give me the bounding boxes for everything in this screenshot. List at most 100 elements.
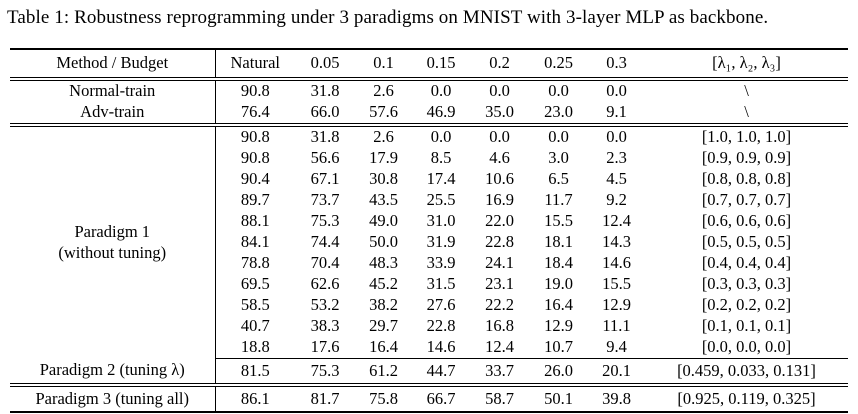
table-row-paradigm1: 58.5 53.2 38.2 27.6 22.2 16.4 12.9 [0.2,…: [10, 295, 848, 316]
value-cell: 16.4: [544, 295, 573, 315]
value-cell: 29.7: [369, 316, 398, 336]
column-header-method-budget: Method / Budget: [10, 49, 216, 81]
value-cell: 57.6: [355, 102, 412, 127]
lambda-cell: [0.9, 0.9, 0.9]: [701, 148, 792, 168]
value-cell: 70.4: [310, 253, 340, 273]
value-cell: 56.6: [310, 148, 340, 168]
value-cell: 31.8: [310, 127, 340, 147]
lambda-cell: \: [645, 102, 848, 127]
value-cell: 10.7: [529, 337, 588, 359]
value-cell: 9.4: [588, 337, 645, 359]
value-cell: 23.0: [529, 102, 588, 127]
value-cell: 88.1: [240, 211, 270, 231]
column-header-budget-025: 0.25: [529, 49, 588, 81]
value-cell: 23.1: [485, 274, 514, 294]
value-cell: 25.5: [426, 190, 456, 210]
value-cell: 17.4: [426, 169, 456, 189]
lambda-cell: [0.2, 0.2, 0.2]: [701, 295, 792, 315]
value-cell: 18.1: [544, 232, 573, 252]
lambda-cell: [0.0, 0.0, 0.0]: [645, 337, 848, 359]
value-cell: 12.4: [470, 337, 529, 359]
value-cell: 0.0: [430, 127, 452, 147]
lambda-cell: [0.1, 0.1, 0.1]: [701, 316, 792, 336]
value-cell: 73.7: [310, 190, 340, 210]
value-cell: 26.0: [529, 358, 588, 387]
value-cell: 22.2: [485, 295, 514, 315]
lambda-cell: [0.5, 0.5, 0.5]: [701, 232, 792, 252]
column-header-budget-01: 0.1: [355, 49, 412, 81]
value-cell: 61.2: [355, 358, 412, 387]
column-header-budget-02: 0.2: [470, 49, 529, 81]
lambda-cell: [0.925, 0.119, 0.325]: [677, 388, 816, 408]
value-cell: 39.8: [602, 388, 631, 408]
value-cell: 90.8: [240, 81, 270, 101]
table-row-normal-train: Normal-train 90.8 31.8 2.6 0.0 0.0 0.0 0…: [10, 79, 848, 102]
value-cell: 3.0: [548, 148, 569, 168]
value-cell: 31.5: [426, 274, 456, 294]
column-header-lambdas: [λ₁, λ₂, λ₃]: [645, 49, 848, 81]
value-cell: 43.5: [369, 190, 398, 210]
value-cell: 31.9: [426, 232, 456, 252]
table-row-paradigm1: 90.8 56.6 17.9 8.5 4.6 3.0 2.3 [0.9, 0.9…: [10, 148, 848, 169]
paradigm1-label: Paradigm 1: [74, 222, 151, 242]
lambda-cell: [0.6, 0.6, 0.6]: [701, 211, 792, 231]
value-cell: 2.6: [373, 127, 394, 147]
value-cell: 14.6: [602, 253, 631, 273]
value-cell: 9.2: [606, 190, 627, 210]
value-cell: 4.6: [489, 148, 510, 168]
value-cell: 0.0: [606, 81, 627, 101]
lambda-cell: [0.459, 0.033, 0.131]: [645, 358, 848, 387]
table-row-paradigm1: 69.5 62.6 45.2 31.5 23.1 19.0 15.5 [0.3,…: [10, 274, 848, 295]
value-cell: 74.4: [310, 232, 340, 252]
value-cell: 11.7: [544, 190, 573, 210]
table-row-paradigm1: 89.7 73.7 43.5 25.5 16.9 11.7 9.2 [0.7, …: [10, 190, 848, 211]
value-cell: 53.2: [310, 295, 340, 315]
value-cell: 0.0: [548, 81, 569, 101]
value-cell: 38.2: [369, 295, 398, 315]
value-cell: 24.1: [485, 253, 514, 273]
method-cell-paradigm1: Paradigm 1 (without tuning): [10, 125, 216, 359]
value-cell: 22.8: [485, 232, 514, 252]
value-cell: 84.1: [240, 232, 270, 252]
value-cell: 0.0: [489, 81, 510, 101]
value-cell: 15.5: [602, 274, 631, 294]
value-cell: 0.0: [548, 127, 569, 147]
lambda-cell: [0.3, 0.3, 0.3]: [701, 274, 792, 294]
method-cell: Normal-train: [10, 79, 216, 102]
table-row-paradigm1: 90.4 67.1 30.8 17.4 10.6 6.5 4.5 [0.8, 0…: [10, 169, 848, 190]
column-header-budget-015: 0.15: [412, 49, 470, 81]
value-cell: 66.7: [426, 388, 456, 408]
value-cell: 16.9: [485, 190, 514, 210]
table-row-paradigm1: 78.8 70.4 48.3 33.9 24.1 18.4 14.6 [0.4,…: [10, 253, 848, 274]
value-cell: 90.8: [240, 148, 270, 168]
lambda-cell: [0.8, 0.8, 0.8]: [701, 169, 792, 189]
value-cell: 30.8: [369, 169, 398, 189]
method-cell: Paradigm 2 (tuning λ): [10, 358, 216, 387]
value-cell: 40.7: [240, 316, 270, 336]
value-cell: 14.6: [412, 337, 470, 359]
value-cell: 31.0: [426, 211, 456, 231]
value-cell: 50.1: [544, 388, 573, 408]
value-cell: 35.0: [470, 102, 529, 127]
value-cell: 58.5: [240, 295, 270, 315]
value-cell: 16.8: [485, 316, 514, 336]
column-header-natural: Natural: [215, 49, 295, 81]
value-cell: 14.3: [602, 232, 631, 252]
value-cell: 12.4: [602, 211, 631, 231]
results-table: Method / Budget Natural 0.05 0.1 0.15 0.…: [10, 48, 848, 413]
value-cell: 0.0: [430, 81, 452, 101]
value-cell: 0.0: [489, 127, 510, 147]
value-cell: 90.4: [240, 169, 270, 189]
value-cell: 44.7: [412, 358, 470, 387]
header-row: Method / Budget Natural 0.05 0.1 0.15 0.…: [10, 49, 848, 81]
table-row-adv-train: Adv-train 76.4 66.0 57.6 46.9 35.0 23.0 …: [10, 102, 848, 127]
value-cell: 33.9: [426, 253, 456, 273]
value-cell: 58.7: [485, 388, 514, 408]
value-cell: 19.0: [544, 274, 573, 294]
value-cell: 17.9: [369, 148, 398, 168]
value-cell: 33.7: [470, 358, 529, 387]
value-cell: 78.8: [240, 253, 270, 273]
value-cell: 81.7: [310, 388, 340, 408]
value-cell: 18.4: [544, 253, 573, 273]
paradigm1-sublabel: (without tuning): [58, 242, 167, 262]
